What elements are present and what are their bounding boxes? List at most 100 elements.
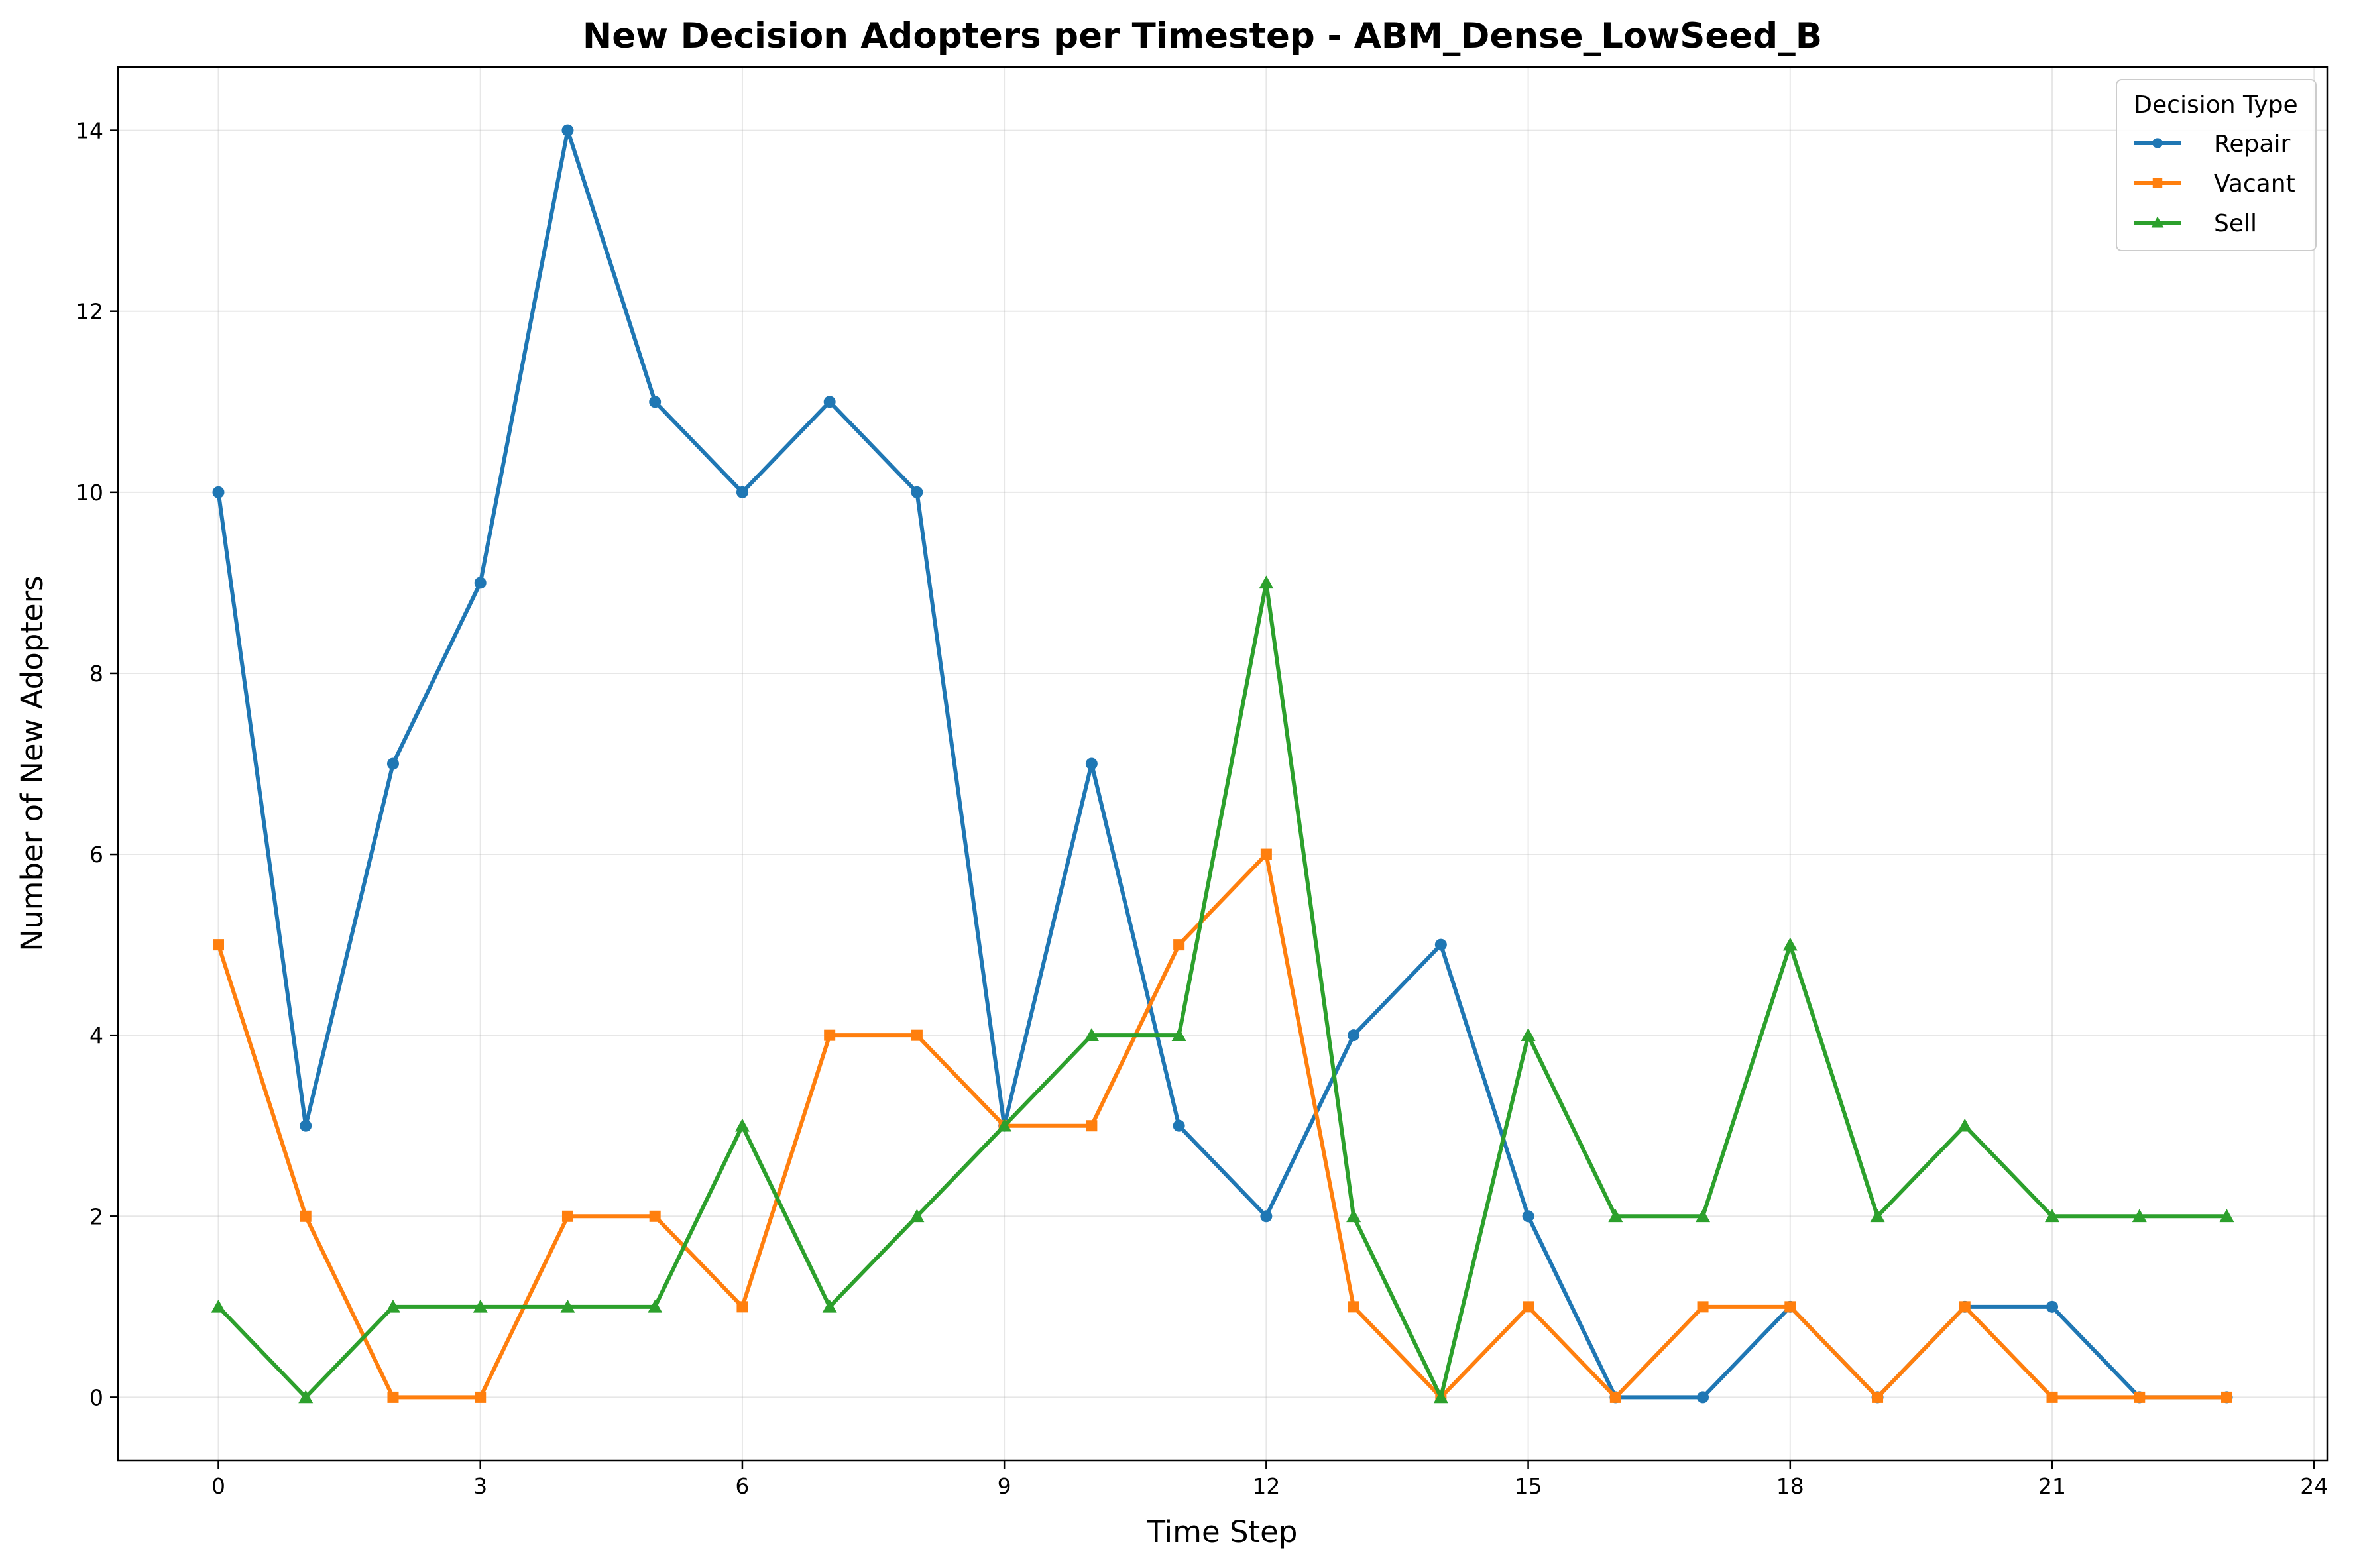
data-point-vacant xyxy=(1523,1301,1534,1313)
data-point-repair xyxy=(386,757,399,770)
x-tick-label: 12 xyxy=(1252,1473,1280,1499)
legend-title: Decision Type xyxy=(2134,91,2297,119)
data-point-sell xyxy=(2219,1209,2234,1223)
data-point-vacant xyxy=(1872,1391,1884,1403)
data-point-repair xyxy=(736,486,748,498)
data-point-vacant xyxy=(213,939,224,951)
x-tick-label: 24 xyxy=(2300,1473,2328,1499)
data-point-vacant xyxy=(475,1391,487,1403)
x-tick-label: 3 xyxy=(473,1473,487,1499)
data-point-vacant xyxy=(300,1210,312,1222)
data-point-vacant xyxy=(1173,939,1185,951)
y-tick-label: 10 xyxy=(76,480,103,506)
legend-marker-sell xyxy=(2151,216,2164,228)
data-point-repair xyxy=(1434,938,1447,951)
data-point-vacant xyxy=(561,1210,573,1222)
chart-title: New Decision Adopters per Timestep - ABM… xyxy=(583,16,1822,56)
data-point-sell xyxy=(1346,1209,1361,1223)
data-point-sell xyxy=(1870,1209,1885,1223)
x-axis: 0 3 6 9 12 15 18 21 24 xyxy=(211,1461,2328,1499)
data-point-repair xyxy=(1697,1391,1709,1404)
data-point-sell xyxy=(2045,1209,2060,1223)
data-point-sell xyxy=(473,1299,488,1313)
data-point-repair xyxy=(911,486,923,498)
data-point-repair xyxy=(1522,1210,1534,1223)
data-point-repair xyxy=(649,396,662,408)
x-tick-label: 18 xyxy=(1776,1473,1804,1499)
data-point-vacant xyxy=(1348,1301,1359,1313)
legend-label-sell: Sell xyxy=(2214,210,2257,237)
data-point-vacant xyxy=(2221,1391,2232,1403)
legend-label-repair: Repair xyxy=(2214,131,2290,158)
y-tick-label: 8 xyxy=(89,661,103,687)
data-point-repair xyxy=(1348,1029,1360,1042)
series-group xyxy=(211,124,2234,1404)
data-point-repair xyxy=(2046,1300,2059,1313)
series-line-sell xyxy=(216,581,2229,1400)
data-point-vacant xyxy=(911,1029,923,1041)
data-point-sell xyxy=(2132,1209,2147,1223)
legend-box xyxy=(2116,79,2317,251)
y-tick-label: 2 xyxy=(89,1204,103,1229)
legend-label-vacant: Vacant xyxy=(2214,170,2295,197)
data-point-repair xyxy=(823,396,836,408)
data-point-sell xyxy=(560,1299,575,1313)
data-point-vacant xyxy=(1609,1391,1621,1403)
data-point-vacant xyxy=(1260,848,1272,860)
data-point-sell xyxy=(298,1390,314,1404)
data-point-repair xyxy=(300,1119,312,1132)
x-tick-label: 15 xyxy=(1515,1473,1542,1499)
grid xyxy=(118,67,2327,1461)
data-point-sell xyxy=(1957,1118,1973,1132)
plot-frame xyxy=(117,66,2329,1462)
data-point-vacant xyxy=(2134,1391,2146,1403)
legend: Decision Type Repair Vacant Sell xyxy=(2116,79,2317,251)
y-tick-label: 6 xyxy=(89,842,103,868)
data-point-sell xyxy=(385,1299,400,1313)
data-point-sell xyxy=(648,1299,663,1313)
series-line-vacant xyxy=(216,852,2229,1400)
data-point-vacant xyxy=(649,1210,661,1222)
data-point-vacant xyxy=(1784,1301,1796,1313)
data-point-sell xyxy=(1696,1209,1711,1223)
legend-marker-vacant xyxy=(2152,178,2163,188)
data-point-vacant xyxy=(1959,1301,1971,1313)
data-point-vacant xyxy=(387,1391,399,1403)
y-axis-label: Number of New Adopters xyxy=(15,575,50,951)
y-tick-label: 12 xyxy=(76,299,103,325)
data-point-sell xyxy=(822,1299,837,1313)
series-sell xyxy=(211,575,2234,1404)
data-point-vacant xyxy=(824,1029,836,1041)
data-point-sell xyxy=(909,1209,925,1223)
data-point-sell xyxy=(1259,575,1274,589)
y-axis: 0 2 4 6 8 10 12 14 xyxy=(76,118,118,1410)
data-point-repair xyxy=(1085,757,1098,770)
data-point-sell xyxy=(734,1118,750,1132)
legend-item-vacant: Vacant xyxy=(2134,170,2295,197)
data-point-repair xyxy=(561,124,574,137)
data-point-repair xyxy=(474,577,487,589)
legend-item-sell: Sell xyxy=(2134,210,2257,237)
x-axis-label: Time Step xyxy=(1147,1514,1298,1549)
data-point-vacant xyxy=(1697,1301,1709,1313)
data-point-sell xyxy=(1433,1390,1448,1404)
y-tick-label: 4 xyxy=(89,1023,103,1048)
data-point-sell xyxy=(1608,1209,1623,1223)
legend-item-repair: Repair xyxy=(2134,131,2290,158)
x-tick-label: 21 xyxy=(2038,1473,2066,1499)
data-point-sell xyxy=(211,1299,226,1313)
legend-marker-repair xyxy=(2152,138,2163,148)
data-point-sell xyxy=(997,1118,1012,1132)
data-point-vacant xyxy=(736,1301,748,1313)
data-point-repair xyxy=(212,486,225,498)
data-point-sell xyxy=(1084,1028,1099,1041)
data-point-sell xyxy=(1171,1028,1186,1041)
x-tick-label: 6 xyxy=(735,1473,749,1499)
y-tick-label: 0 xyxy=(89,1384,103,1410)
data-point-sell xyxy=(1782,937,1798,951)
x-tick-label: 9 xyxy=(998,1473,1011,1499)
data-point-repair xyxy=(1260,1210,1273,1223)
data-point-vacant xyxy=(2046,1391,2058,1403)
